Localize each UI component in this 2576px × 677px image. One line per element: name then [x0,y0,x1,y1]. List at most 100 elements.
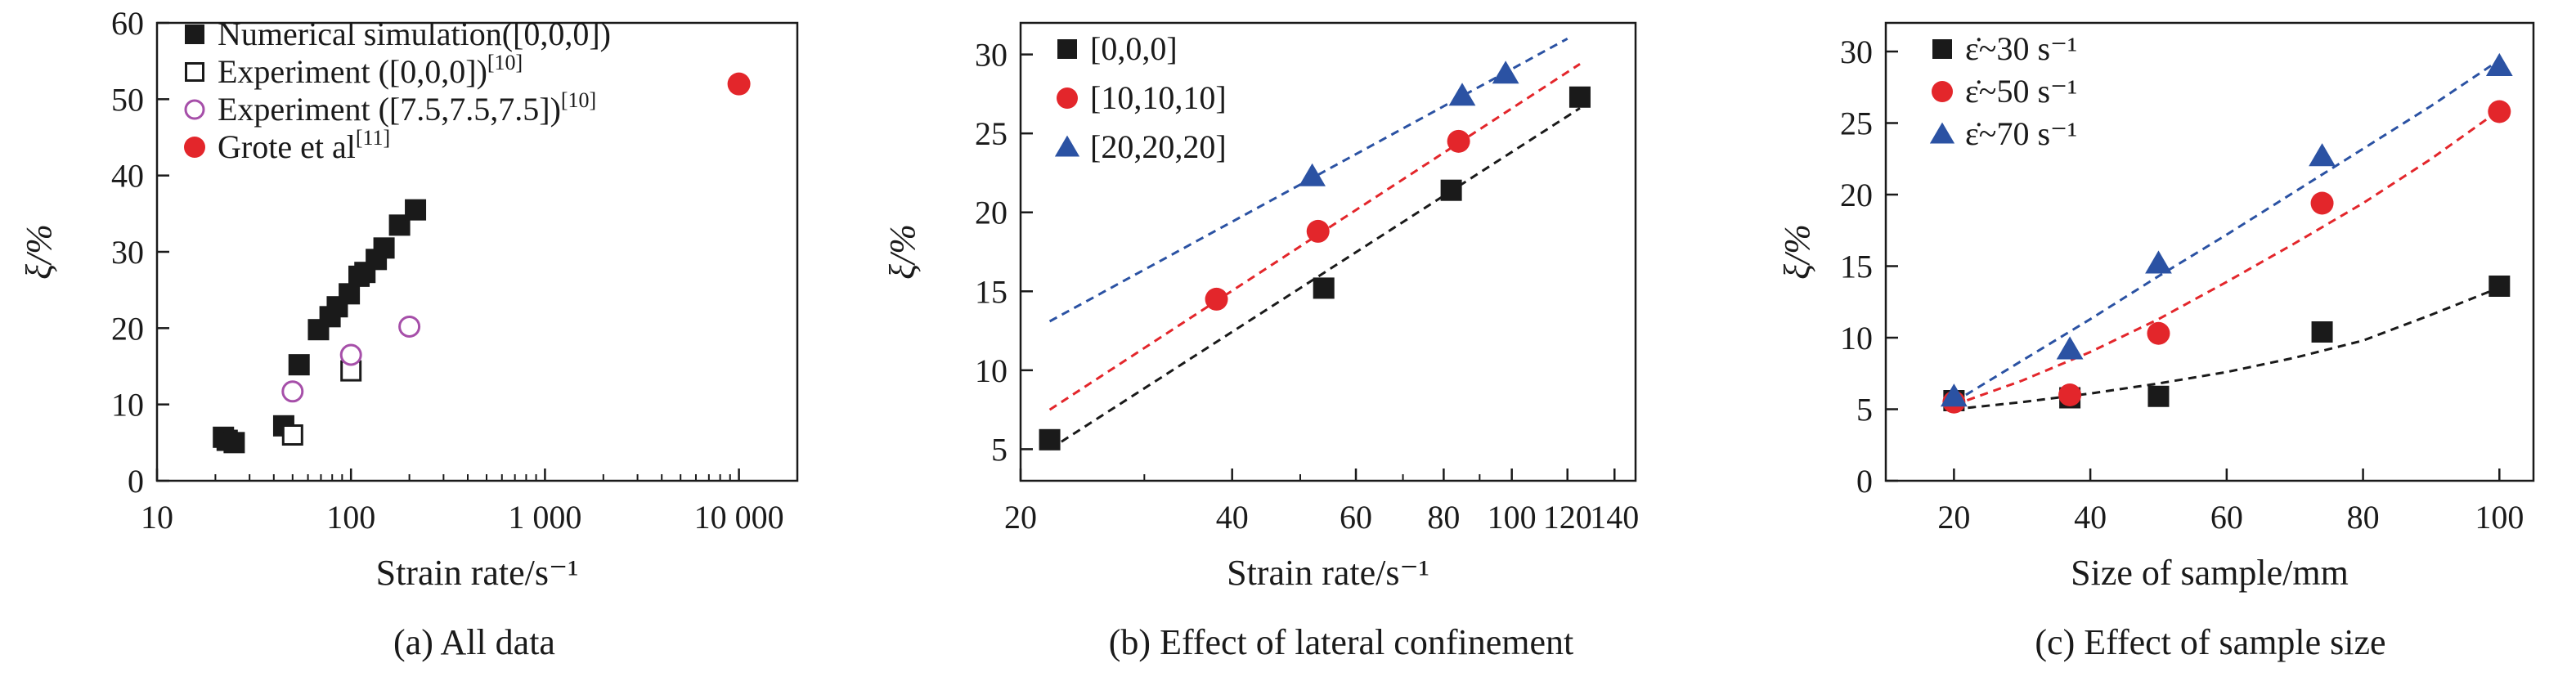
y-tick-label: 40 [111,158,144,195]
data-point [2147,321,2170,345]
y-tick-label: 30 [1840,34,1873,70]
legend-label: Grote et al[11] [218,126,390,165]
data-point [373,237,395,259]
x-tick-label: 100 [326,499,375,536]
x-tick-label: 1 000 [508,499,581,536]
x-tick-label: 140 [1590,499,1639,536]
y-tick-label: 15 [1840,249,1873,285]
x-axis-label: Strain rate/s⁻¹ [376,553,579,593]
plot-frame [1019,21,1637,482]
panel-caption: (a) All data [393,622,555,662]
x-tick-label: 60 [1340,499,1372,536]
x-tick-label: 40 [1216,499,1249,536]
data-point [1306,219,1330,243]
y-tick-label: 30 [111,234,144,271]
legend-label: ε̇~70 s⁻¹ [1965,115,2077,152]
data-point [1313,277,1335,299]
fit-line [1954,286,2500,410]
legend-marker [185,25,204,44]
data-point [2058,383,2082,406]
fit-line [1953,109,2501,406]
plot-frame [1884,21,2535,482]
x-tick-label: 100 [2475,499,2524,536]
fit-line [1953,59,2501,404]
y-tick-label: 0 [1856,463,1873,500]
data-point [288,354,310,376]
data-point [1448,83,1476,106]
legend-marker [184,99,205,120]
y-tick-label: 10 [1840,320,1873,356]
data-point [1440,179,1462,201]
y-tick-label: 5 [1856,392,1873,428]
data-point [223,432,245,454]
legend-label: [20,20,20] [1090,128,1227,165]
x-tick-label: 100 [1488,499,1537,536]
data-point [1568,86,1591,108]
data-point [2056,336,2084,360]
y-tick-label: 0 [128,463,144,500]
x-axis-label: Size of sample/mm [2071,553,2349,593]
data-point [1205,287,1228,311]
data-point [2310,191,2334,215]
y-tick-label: 25 [975,115,1008,152]
data-point [339,343,362,366]
y-tick-label: 30 [975,37,1008,74]
x-tick-label: 60 [2210,499,2243,536]
legend-label: ε̇~30 s⁻¹ [1965,30,2077,67]
data-point [1299,163,1326,186]
x-tick-label: 80 [2347,499,2380,536]
x-tick-label: 80 [1427,499,1460,536]
legend-marker [1932,81,1953,102]
legend-label: [0,0,0] [1090,30,1178,67]
legend-marker [1929,122,1955,144]
legend-label: Experiment ([0,0,0])[10] [218,51,523,90]
data-point [2485,52,2513,76]
y-tick-label: 15 [975,273,1008,310]
data-point [1447,129,1470,153]
x-tick-label: 20 [1937,499,1970,536]
data-point [405,199,427,221]
legend-marker [185,62,204,82]
data-point [2309,143,2336,167]
x-tick-label: 40 [2074,499,2107,536]
panel-caption: (b) Effect of lateral confinement [1109,622,1573,662]
legend-label: Experiment ([7.5,7.5,7.5])[10] [218,88,596,128]
y-tick-label: 20 [975,195,1008,231]
legend-label: ε̇~50 s⁻¹ [1965,73,2077,110]
data-point [1039,428,1061,451]
data-point [727,72,751,96]
legend-marker [1057,87,1078,109]
data-point [1492,61,1519,84]
legend-marker [1057,39,1077,59]
y-tick-label: 10 [975,352,1008,389]
y-axis-label: ξ/% [19,224,59,280]
data-point [281,380,304,403]
legend-label: Numerical simulation([0,0,0]) [218,16,611,52]
x-axis-label: Strain rate/s⁻¹ [1227,553,1429,593]
x-tick-label: 10 000 [694,499,784,536]
y-axis-label: ξ/% [1777,224,1817,280]
y-tick-label: 10 [111,387,144,424]
data-point [2488,100,2511,123]
legend-marker [1054,135,1080,157]
legend-label: [10,10,10] [1090,79,1227,116]
chart-c: 20 40 60 80 100 0 5 10 15 20 25 30 Size of sample/mm… [1777,21,2535,662]
data-point [1940,383,1968,407]
y-tick-label: 50 [111,81,144,118]
data-point [2488,276,2511,297]
x-tick-label: 20 [1004,499,1037,536]
data-point [2311,321,2333,343]
legend-marker [1932,39,1952,59]
x-tick-label: 120 [1543,499,1592,536]
data-point [398,315,421,338]
y-tick-label: 20 [111,310,144,347]
panel-caption: (c) Effect of sample size [2035,622,2385,662]
y-axis-label: ξ/% [882,224,922,280]
fit-line [1048,107,1581,451]
data-point [2145,250,2172,274]
y-tick-label: 20 [1840,177,1873,213]
legend-marker [184,137,205,158]
